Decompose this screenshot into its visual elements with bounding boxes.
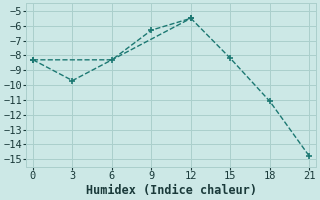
X-axis label: Humidex (Indice chaleur): Humidex (Indice chaleur)	[86, 184, 257, 197]
